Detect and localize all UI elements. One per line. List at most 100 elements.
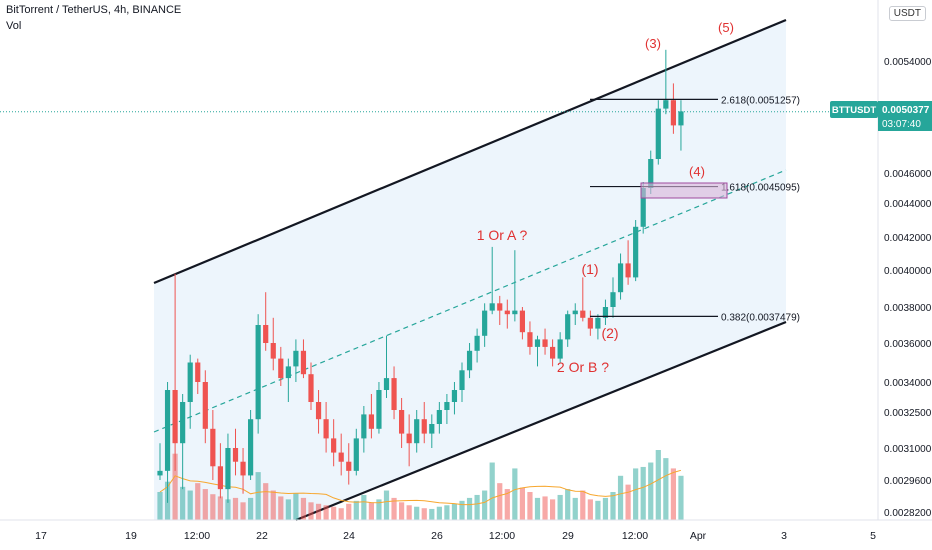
candle-body xyxy=(497,303,503,311)
volume-bar xyxy=(187,490,193,520)
volume-bar xyxy=(640,466,646,520)
candle-body xyxy=(308,374,314,402)
x-tick-label: 19 xyxy=(125,530,137,542)
volume-bar xyxy=(368,502,374,520)
volume-bar xyxy=(285,499,291,520)
volume-bar xyxy=(580,490,586,520)
volume-bar xyxy=(414,506,420,520)
channel-mid-line xyxy=(153,169,787,433)
volume-bar xyxy=(482,490,488,520)
x-tick-label: 12:00 xyxy=(184,530,210,542)
volume-bar xyxy=(436,506,442,520)
volume-bar xyxy=(625,484,631,520)
y-tick-label: 0.0029600 xyxy=(884,476,932,487)
volume-bar xyxy=(255,472,261,520)
candle-body xyxy=(602,307,609,318)
currency-badge[interactable]: USDT xyxy=(888,6,926,21)
volume-bar xyxy=(157,492,163,520)
volume-bar xyxy=(202,489,208,520)
volume-bar xyxy=(451,503,458,520)
volume-bar xyxy=(497,483,503,520)
x-tick-label: 22 xyxy=(256,530,268,542)
volume-bar xyxy=(459,500,465,520)
wave-label: (3) xyxy=(645,36,661,51)
volume-bar xyxy=(602,497,609,520)
volume-bar xyxy=(663,458,669,520)
candle-body xyxy=(331,438,337,453)
candle-body xyxy=(429,424,435,434)
volume-bar xyxy=(519,487,525,520)
candle-body xyxy=(293,350,299,367)
volume-bar xyxy=(308,502,314,520)
volume-bar xyxy=(633,468,639,520)
candle-body xyxy=(225,448,231,490)
y-tick-label: 0.0031000 xyxy=(884,444,932,455)
candles-layer xyxy=(157,49,684,503)
volume-bar xyxy=(346,503,352,520)
volume-bar xyxy=(270,490,276,520)
volume-bar xyxy=(353,500,359,520)
volume-bar xyxy=(399,502,405,520)
price-axis[interactable]: 0.0054000 0.0046000 0.0044000 0.0042000 0.00… xyxy=(830,0,932,520)
candle-body xyxy=(164,390,171,471)
wave-label: (2) xyxy=(601,325,618,341)
candle-body xyxy=(232,448,239,462)
y-tick-label: 0.0040000 xyxy=(884,266,932,277)
candle-body xyxy=(640,188,646,227)
candle-body xyxy=(172,390,178,444)
time-axis[interactable]: 17 19 12:00 22 24 26 12:00 29 12:00 Apr 3 5 xyxy=(0,519,932,542)
candle-body xyxy=(625,263,631,278)
candle-body xyxy=(489,303,495,311)
candle-body xyxy=(368,414,374,429)
volume-bar xyxy=(225,499,231,520)
candle-body xyxy=(263,325,269,343)
candle-body xyxy=(278,358,284,379)
candle-body xyxy=(550,346,556,359)
wave-label: 1 Or A ? xyxy=(477,227,528,243)
candle-body xyxy=(270,343,276,359)
volume-bar xyxy=(678,475,684,520)
candle-body xyxy=(210,428,216,467)
y-tick-label: 0.0044000 xyxy=(884,199,932,210)
candle-body xyxy=(414,419,420,444)
volume-bar xyxy=(610,492,616,520)
x-tick-label: 17 xyxy=(35,530,47,542)
volume-bar xyxy=(383,490,390,520)
y-tick-label: 0.0038000 xyxy=(884,303,932,314)
candle-body xyxy=(633,226,639,278)
candle-body xyxy=(285,366,291,379)
annotation-layer: 2.618(0.0051257) 1.618(0.0045095) 0.382(0.… xyxy=(477,20,800,375)
fib-level-label: 0.382(0.0037479) xyxy=(721,312,800,323)
candle-body xyxy=(565,314,571,340)
x-tick-label: 12:00 xyxy=(489,530,515,542)
candle-body xyxy=(217,466,223,490)
price-tag-value: 0.0050377 xyxy=(882,105,930,116)
symbol-tag xyxy=(830,101,878,118)
candle-body xyxy=(240,461,246,476)
x-tick-label: 29 xyxy=(562,530,574,542)
wave-label: (1) xyxy=(581,261,598,277)
candle-body xyxy=(459,370,465,390)
volume-layer xyxy=(157,450,684,520)
candle-body xyxy=(421,419,427,434)
candle-body xyxy=(399,410,405,434)
y-tick-label: 0.0034000 xyxy=(884,378,932,389)
candle-body xyxy=(255,325,261,420)
volume-bar xyxy=(421,508,427,520)
wave4-zone-box xyxy=(640,182,728,199)
candle-body xyxy=(195,362,201,382)
price-tag-countdown: 03:07:40 xyxy=(882,119,921,130)
candle-body xyxy=(361,414,367,439)
x-tick-label: 26 xyxy=(431,530,443,542)
wave-label: 2 Or B ? xyxy=(557,359,609,375)
candle-body xyxy=(474,335,480,351)
volume-bar xyxy=(195,483,201,520)
x-tick-label: 3 xyxy=(781,530,787,542)
volume-bar xyxy=(527,492,533,520)
volume-bar xyxy=(444,505,450,520)
y-tick-label: 0.0032500 xyxy=(884,408,932,419)
fib-level-label: 2.618(0.0051257) xyxy=(721,95,800,106)
y-tick-label: 0.0054000 xyxy=(884,57,932,68)
candle-body xyxy=(180,402,186,444)
